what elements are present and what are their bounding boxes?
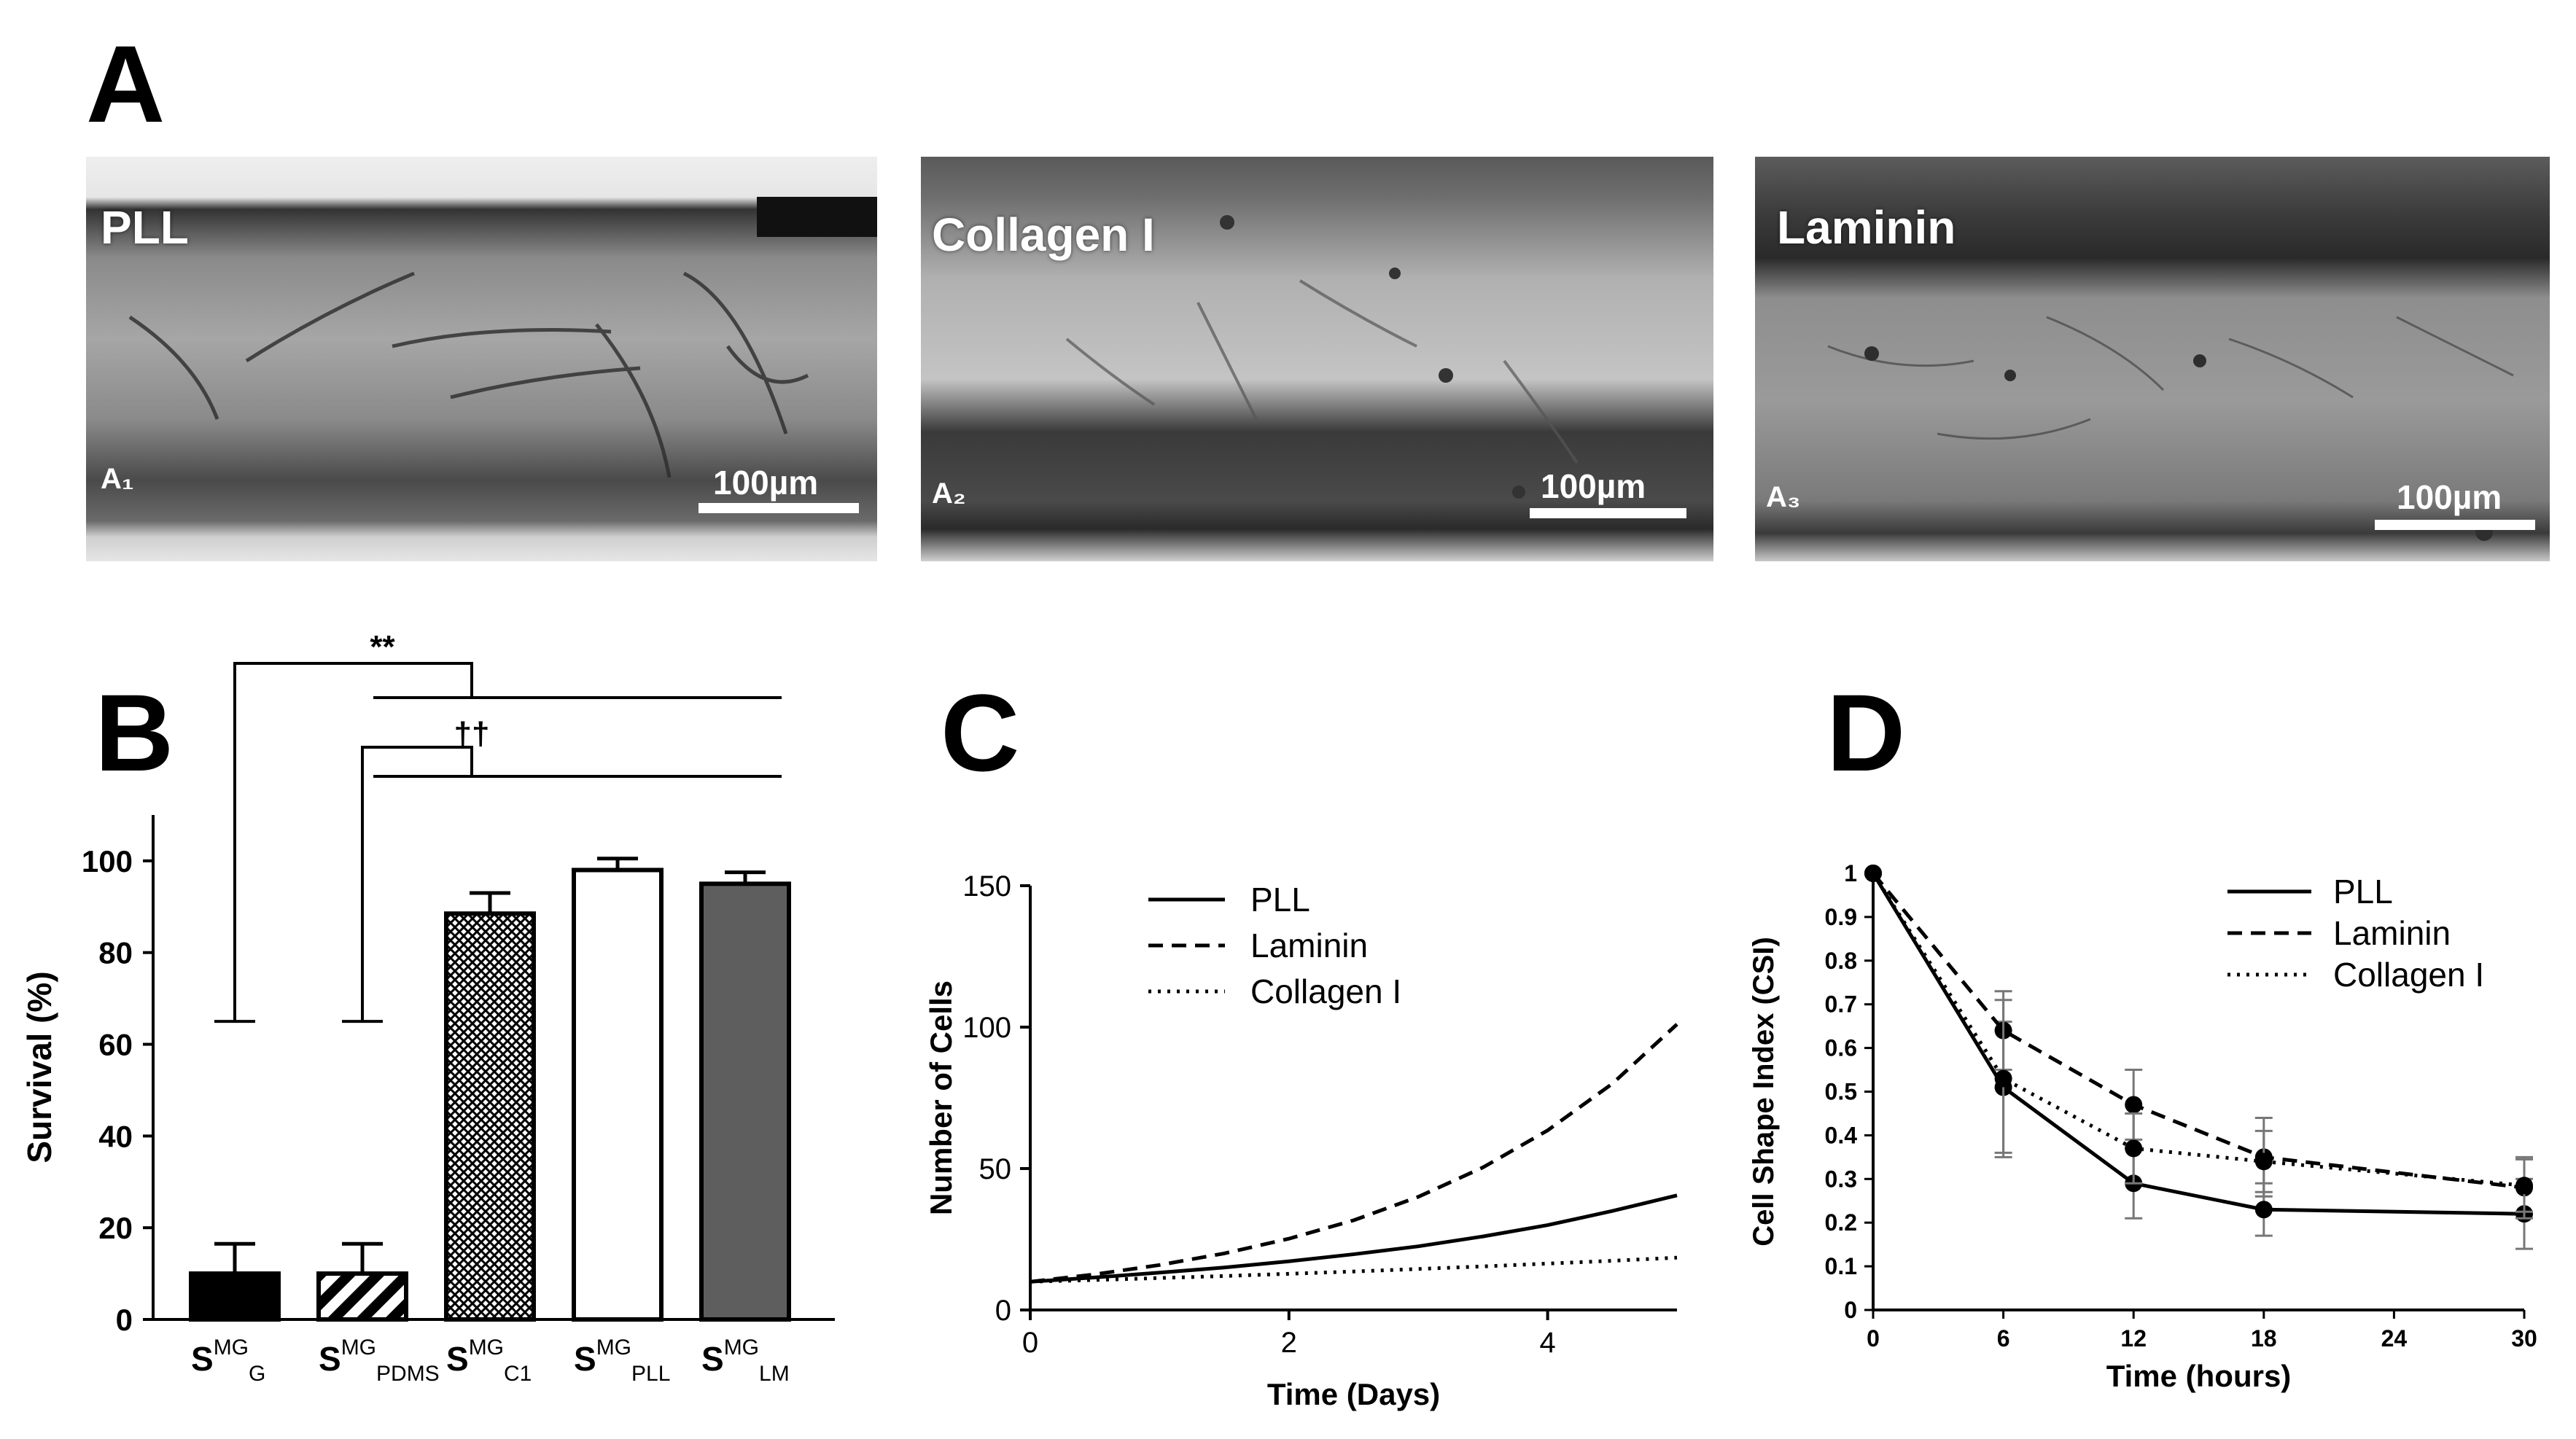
c-y-tick-label: 100 xyxy=(962,1012,1011,1044)
micrograph-pll-image xyxy=(86,157,877,561)
d-y-tick-label: 0.2 xyxy=(1825,1209,1857,1236)
c-y-tick-label: 50 xyxy=(979,1153,1012,1185)
b-sig-bracket xyxy=(342,746,473,1023)
c-x-tick-label: 2 xyxy=(1281,1327,1297,1359)
micrograph-code: A₃ xyxy=(1766,481,1801,513)
d-x-tick-label: 24 xyxy=(2381,1325,2408,1352)
micrograph-laminin-image xyxy=(1755,157,2550,561)
micrograph-pll: PLL A₁ 100µm xyxy=(86,157,877,561)
b-sig-label: ** xyxy=(370,629,395,665)
d-x-axis-label: Time (hours) xyxy=(2106,1359,2292,1393)
d-point xyxy=(2125,1096,2143,1114)
c-y-tick-label: 0 xyxy=(995,1295,1011,1327)
b-bar xyxy=(189,1271,281,1322)
b-bar xyxy=(572,867,664,1322)
micrograph-label: Collagen I xyxy=(932,208,1155,261)
micrograph-code: A₂ xyxy=(932,477,966,510)
b-y-tick-label: 0 xyxy=(116,1303,133,1337)
micrograph-collagen-image xyxy=(921,157,1713,561)
d-legend-label: Laminin xyxy=(2333,914,2451,952)
c-y-axis-label: Number of Cells xyxy=(924,980,958,1215)
b-x-tick-label: SMGPDMS xyxy=(319,1335,440,1386)
c-legend-label: Collagen I xyxy=(1250,972,1401,1010)
d-x-tick-label: 12 xyxy=(2120,1325,2147,1352)
c-series-line xyxy=(1030,1193,1678,1284)
d-y-tick-label: 0.3 xyxy=(1825,1166,1857,1192)
b-sig-label: †† xyxy=(454,716,490,752)
d-legend-label: PLL xyxy=(2333,873,2393,910)
d-y-tick-label: 0.8 xyxy=(1825,948,1857,974)
d-legend-label: Collagen I xyxy=(2333,956,2484,994)
b-y-tick-label: 100 xyxy=(82,844,133,878)
d-y-tick-label: 0.4 xyxy=(1825,1122,1858,1148)
d-point xyxy=(2254,1201,2273,1219)
b-x-tick-label: SMGPLL xyxy=(574,1335,670,1386)
d-y-axis-label: Cell Shape Index (CSI) xyxy=(1748,937,1780,1247)
c-x-axis-label: Time (Days) xyxy=(1267,1377,1440,1411)
micrograph-label: Laminin xyxy=(1777,201,1956,254)
d-point xyxy=(2254,1153,2273,1171)
b-y-tick-label: 60 xyxy=(98,1028,133,1062)
d-point xyxy=(1994,1069,2012,1088)
d-x-tick-label: 18 xyxy=(2251,1325,2277,1352)
b-y-axis-label: Survival (%) xyxy=(20,971,58,1163)
b-bar xyxy=(316,1271,408,1322)
b-y-tick-label: 40 xyxy=(98,1119,133,1153)
c-y-tick-label: 150 xyxy=(962,870,1011,902)
d-point xyxy=(1864,865,1882,882)
micrograph-label: PLL xyxy=(101,201,189,254)
c-series-line xyxy=(1030,1023,1678,1284)
b-sig-bracket xyxy=(214,662,473,1023)
d-x-tick-label: 30 xyxy=(2511,1325,2537,1352)
c-legend-label: Laminin xyxy=(1250,927,1368,964)
panel-letter-a: A xyxy=(86,23,166,145)
d-y-tick-label: 0.6 xyxy=(1825,1035,1857,1061)
scale-bar xyxy=(1530,508,1686,518)
scale-bar-label: 100µm xyxy=(1541,467,1646,505)
d-x-tick-label: 0 xyxy=(1867,1325,1880,1352)
b-bar xyxy=(444,911,536,1322)
panel-letter-c: C xyxy=(941,671,1020,794)
c-series-line xyxy=(1030,1255,1678,1284)
d-point xyxy=(2515,1177,2533,1195)
d-y-tick-label: 0.7 xyxy=(1825,991,1857,1018)
c-legend-label: PLL xyxy=(1250,881,1310,919)
panel-letter-b: B xyxy=(95,671,174,794)
d-y-tick-label: 1 xyxy=(1844,860,1857,886)
scale-bar xyxy=(699,503,859,513)
micrograph-laminin: Laminin A₃ 100µm xyxy=(1755,157,2550,561)
b-y-tick-label: 80 xyxy=(98,936,133,970)
d-point xyxy=(2125,1139,2143,1158)
b-y-tick-label: 20 xyxy=(98,1211,133,1245)
c-x-tick-label: 4 xyxy=(1539,1327,1555,1359)
scale-bar-label: 100µm xyxy=(713,464,819,502)
scale-bar-label: 100µm xyxy=(2397,478,2502,516)
micrograph-code: A₁ xyxy=(101,463,134,495)
d-y-tick-label: 0.9 xyxy=(1825,904,1857,930)
c-x-tick-label: 0 xyxy=(1022,1327,1038,1359)
b-bar xyxy=(699,881,791,1322)
d-y-tick-label: 0.5 xyxy=(1825,1079,1857,1105)
b-x-tick-label: SMGLM xyxy=(701,1335,790,1386)
micrograph-collagen: Collagen I A₂ 100µm xyxy=(921,157,1713,561)
scale-bar xyxy=(2375,520,2535,530)
d-y-tick-label: 0.1 xyxy=(1825,1253,1857,1279)
b-x-tick-label: SMGC1 xyxy=(446,1335,532,1386)
d-y-tick-label: 0 xyxy=(1844,1297,1857,1323)
panel-letter-d: D xyxy=(1826,671,1906,794)
b-x-tick-label: SMGG xyxy=(191,1335,265,1386)
d-x-tick-label: 6 xyxy=(1997,1325,2010,1352)
